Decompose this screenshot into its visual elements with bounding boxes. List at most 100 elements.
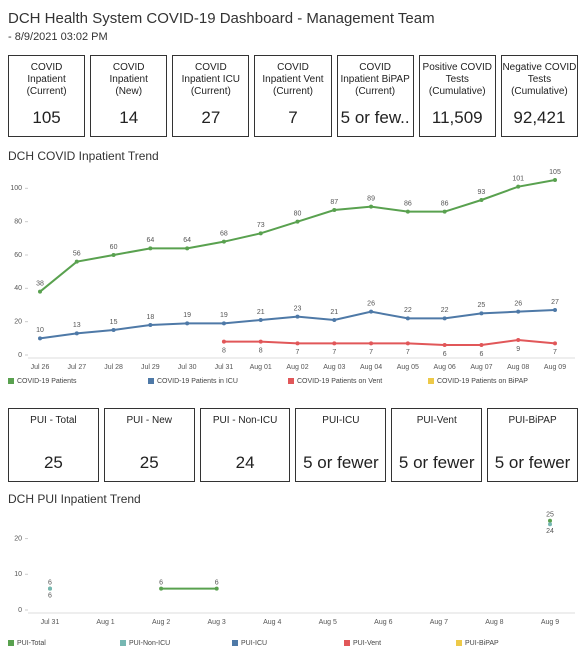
point [214, 586, 219, 591]
point [369, 204, 374, 209]
point [295, 314, 300, 319]
kpi-value: 25 [139, 453, 159, 472]
data-label: 6 [479, 351, 483, 358]
data-label: 24 [546, 528, 554, 535]
x-tick-label: Jul 31 [215, 364, 234, 371]
data-label: 7 [296, 349, 300, 356]
x-tick-label: Aug 06 [434, 364, 456, 371]
legend-label: PUI-ICU [241, 640, 267, 647]
point [48, 586, 52, 591]
legend-label: PUI-Vent [353, 640, 381, 647]
kpi-label: PUI - New [126, 415, 172, 427]
chart-title: DCH COVID Inpatient Trend [8, 149, 159, 163]
kpi-value: 5 or fewer [303, 453, 379, 472]
x-tick-label: Jul 29 [141, 364, 160, 371]
kpi-value: 25 [43, 453, 63, 472]
pui-kpi-row: PUI - Total 25 PUI - New 25 PUI - Non-ICU 24 P… [8, 408, 578, 482]
kpi-value: 5 or fewer [398, 453, 475, 472]
point [442, 209, 447, 214]
y-tick-label: 40 [14, 285, 22, 292]
legend-label: PUI-BiPAP [465, 640, 499, 647]
point [185, 246, 190, 251]
x-tick-label: Jul 28 [104, 364, 123, 371]
data-label: 6 [215, 579, 219, 586]
point [74, 331, 79, 336]
kpi-label-line: (Current) [190, 86, 231, 97]
legend-label: COVID-19 Patients on Vent [297, 378, 382, 385]
legend-swatch [120, 640, 126, 646]
kpi-value: 27 [201, 108, 221, 127]
x-tick-label: Aug 04 [360, 364, 382, 371]
x-tick-label: Aug 3 [208, 619, 226, 626]
x-tick-label: Aug 4 [263, 619, 281, 626]
legend-label: COVID-19 Patients in ICU [157, 378, 238, 385]
chart-title: DCH PUI Inpatient Trend [8, 492, 141, 506]
point [295, 341, 300, 346]
point [405, 209, 410, 214]
x-tick-label: Jul 27 [67, 364, 86, 371]
legend-label: COVID-19 Patients [17, 378, 77, 385]
kpi-label-line: (New) [115, 86, 143, 97]
kpi-label: COVID Inpatient BiPAP (Current) [340, 62, 409, 98]
point [258, 339, 263, 344]
data-label: 10 [36, 327, 44, 334]
point [332, 318, 337, 322]
kpi-label-line: Positive COVID [422, 62, 492, 73]
kpi-value: 11,509 [431, 108, 483, 127]
data-label: 15 [110, 319, 118, 326]
kpi-card: Negative COVID Tests (Cumulative) 92,421 [500, 55, 578, 137]
series-line [161, 521, 550, 589]
point [548, 518, 552, 523]
y-tick-label: 80 [14, 219, 22, 226]
x-tick-label: Aug 5 [319, 619, 337, 626]
kpi-label-line: Inpatient Vent [262, 74, 324, 85]
point [553, 308, 557, 312]
point [221, 339, 226, 344]
kpi-label-line: Tests [527, 74, 552, 85]
point [159, 586, 164, 591]
data-label: 21 [330, 309, 338, 316]
kpi-card: COVID Inpatient Vent (Current) 7 [254, 55, 332, 137]
x-tick-label: Aug 03 [323, 364, 345, 371]
point [332, 208, 337, 212]
data-label: 8 [222, 348, 226, 355]
kpi-card: COVID Inpatient (New) 14 [90, 55, 168, 137]
kpi-label: PUI - Total [30, 415, 77, 427]
kpi-label-line: COVID [359, 62, 391, 73]
kpi-label: PUI-Vent [417, 415, 457, 427]
kpi-label-line: Tests [445, 74, 469, 85]
point [405, 341, 410, 346]
data-label: 89 [367, 196, 375, 203]
data-label: 9 [516, 346, 520, 353]
kpi-label-line: Negative COVID [502, 62, 577, 73]
data-label: 7 [553, 349, 557, 356]
kpi-label-line: PUI - New [126, 415, 173, 426]
data-label: 38 [36, 281, 44, 288]
x-tick-label: Aug 01 [250, 364, 272, 371]
data-label: 7 [369, 349, 373, 356]
point [479, 311, 484, 316]
kpi-label-line: COVID [112, 62, 145, 73]
series-line [223, 338, 556, 346]
legend-swatch [428, 378, 434, 384]
data-label: 23 [294, 306, 302, 313]
data-label: 19 [183, 312, 191, 319]
y-tick-label: 20 [14, 535, 22, 542]
dashboard-subtitle: - 8/9/2021 03:02 PM [8, 31, 108, 43]
data-label: 101 [512, 176, 524, 183]
data-label: 22 [404, 307, 412, 314]
data-label: 6 [443, 351, 447, 358]
kpi-label: COVID Inpatient (New) [110, 62, 148, 98]
legend-swatch [456, 640, 462, 646]
kpi-label-line: PUI-ICU [322, 415, 360, 426]
data-label: 19 [220, 312, 228, 319]
legend-swatch [232, 640, 238, 646]
data-label: 22 [441, 307, 449, 314]
x-tick-label: Aug 2 [152, 619, 170, 626]
legend-label: PUI-Non-ICU [129, 640, 170, 647]
kpi-label: Negative COVID Tests (Cumulative) [502, 62, 576, 98]
legend-label: PUI-Total [17, 640, 46, 647]
point [295, 219, 300, 224]
kpi-label: COVID Inpatient (Current) [27, 62, 67, 98]
